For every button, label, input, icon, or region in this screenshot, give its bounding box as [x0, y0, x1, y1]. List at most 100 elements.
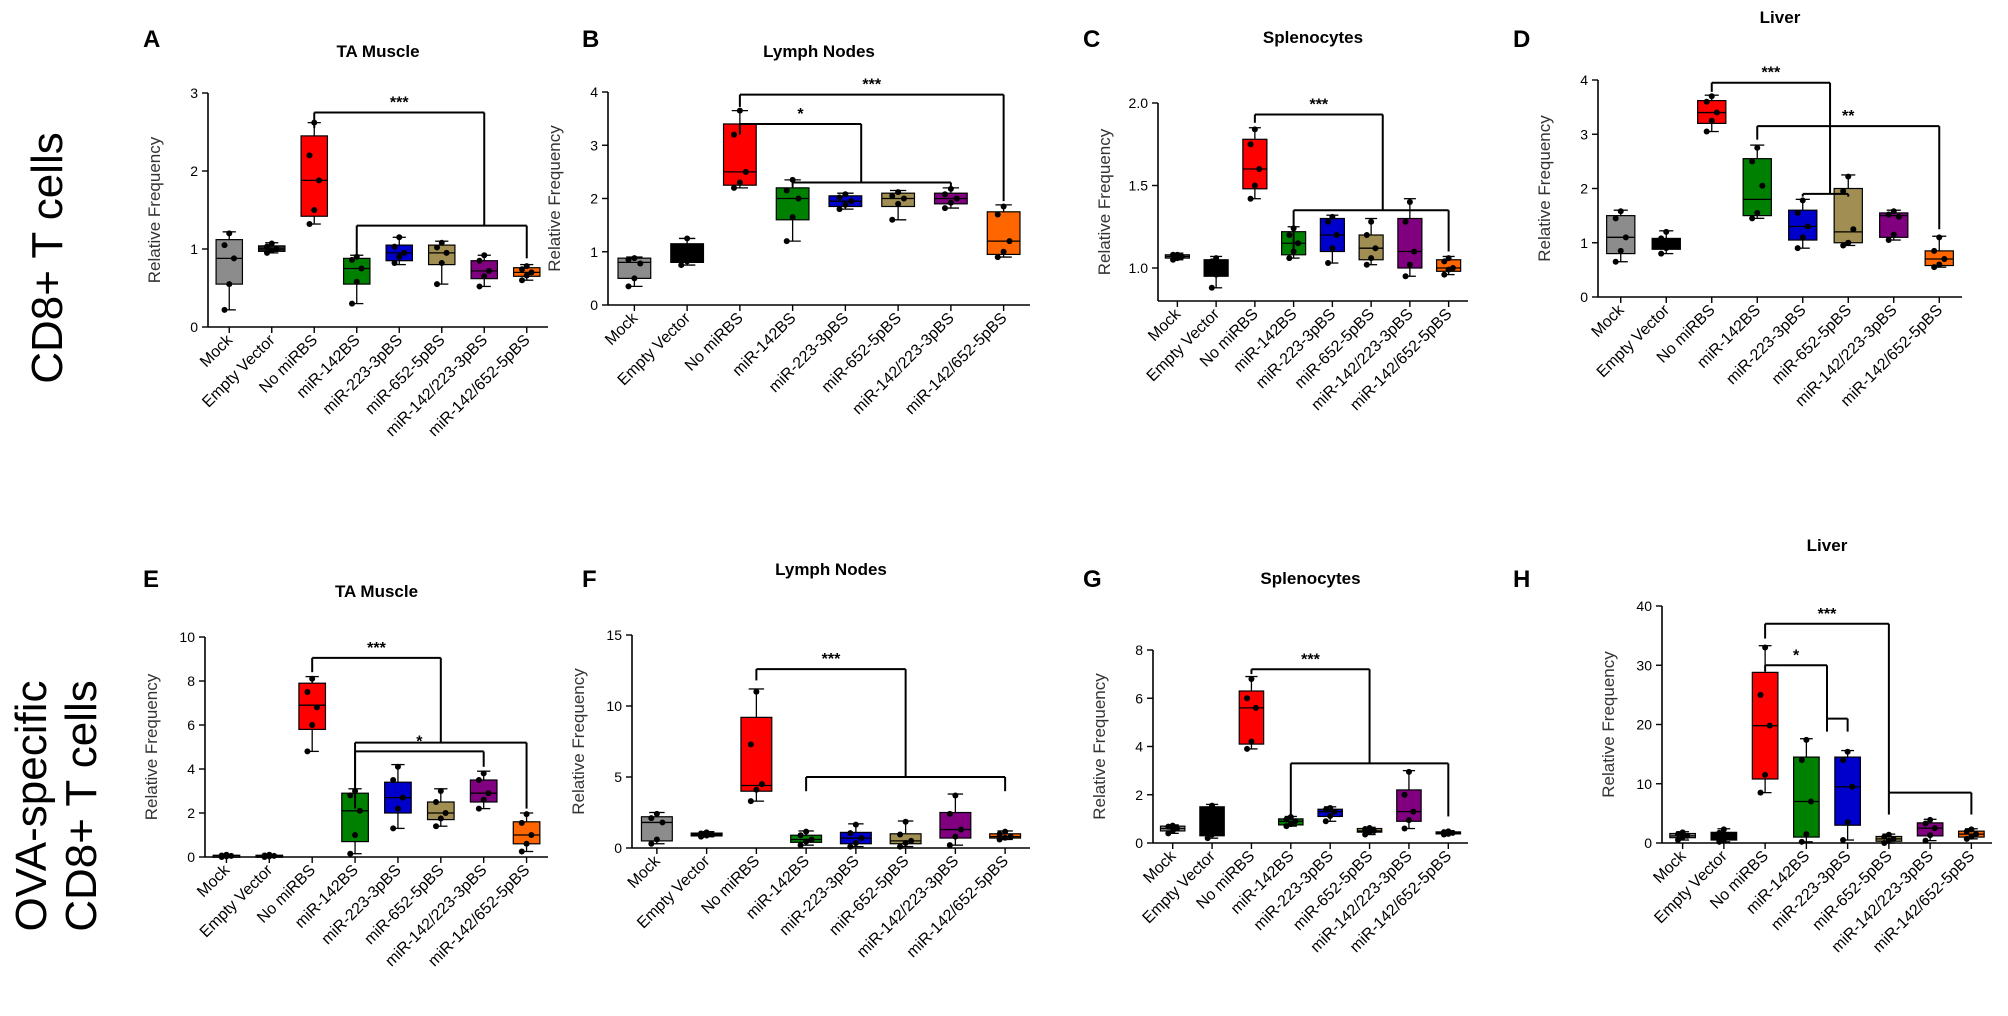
box-empty-vector — [690, 829, 723, 840]
data-point — [1725, 834, 1732, 841]
y-tick-label: 0 — [590, 297, 598, 313]
box-mir-142-223-3pbs — [933, 185, 968, 212]
panel-title: Lymph Nodes — [775, 560, 887, 579]
data-point — [1445, 255, 1452, 262]
data-point — [1366, 825, 1373, 832]
significance-label: *** — [862, 77, 881, 94]
data-point — [1922, 837, 1929, 844]
data-point — [1807, 798, 1814, 805]
data-point — [1209, 831, 1216, 838]
data-point — [528, 832, 535, 838]
data-point — [1675, 837, 1682, 844]
data-point — [1679, 829, 1686, 836]
data-point — [271, 852, 278, 859]
panel-letter: A — [143, 26, 160, 53]
data-point — [1757, 691, 1764, 698]
data-point — [1213, 271, 1220, 278]
data-point — [1612, 215, 1619, 222]
data-point — [653, 810, 660, 817]
data-point — [852, 821, 859, 828]
panel-letter: H — [1513, 566, 1530, 593]
box-mir-142-223-3pbs — [1396, 768, 1422, 832]
data-point — [1754, 209, 1761, 216]
data-point — [703, 829, 710, 836]
data-point — [1968, 826, 1975, 833]
data-point — [218, 852, 225, 859]
data-point — [996, 831, 1003, 838]
data-point — [836, 206, 843, 213]
box-mir-652-5pbs — [1358, 217, 1384, 268]
x-tick-label: Mock — [602, 309, 642, 349]
box-iqr — [215, 239, 244, 285]
data-point — [684, 258, 691, 265]
data-point — [1368, 255, 1375, 262]
box-mir-142-223-3pbs — [469, 770, 498, 812]
y-tick-label: 8 — [187, 673, 195, 689]
box-iqr — [617, 257, 652, 279]
data-point — [1208, 258, 1215, 265]
data-point — [1708, 117, 1715, 124]
significance-label: * — [1793, 647, 1800, 664]
box-iqr — [1834, 756, 1862, 826]
data-point — [730, 131, 737, 138]
data-point — [481, 252, 488, 259]
box-no-mirbs — [1238, 675, 1265, 752]
box-empty-vector — [1199, 802, 1225, 842]
data-point — [947, 199, 954, 206]
data-point — [228, 852, 235, 859]
data-point — [1759, 182, 1766, 189]
data-point — [625, 256, 632, 263]
data-point — [1002, 834, 1009, 841]
data-point — [783, 187, 790, 194]
box-mock — [215, 230, 244, 313]
data-point — [523, 811, 530, 818]
data-point — [1794, 245, 1801, 252]
data-point — [315, 177, 322, 184]
data-point — [1850, 226, 1857, 233]
y-tick-label: 1 — [1580, 235, 1588, 251]
data-point — [480, 796, 487, 803]
box-iqr — [1742, 158, 1772, 217]
y-axis-label: Relative Frequency — [1090, 673, 1109, 820]
data-point — [1247, 141, 1254, 148]
data-point — [1256, 166, 1263, 172]
y-tick-label: 2.0 — [1129, 95, 1149, 111]
data-point — [1927, 816, 1934, 823]
data-point — [1927, 832, 1934, 839]
box-empty-vector — [1651, 228, 1681, 257]
data-point — [304, 689, 311, 695]
box-mir-142bs — [342, 253, 371, 307]
data-point — [1941, 256, 1948, 263]
y-tick-label: 1.0 — [1129, 260, 1149, 276]
data-point — [848, 198, 855, 205]
box-mir-142-223-3pbs — [939, 792, 972, 849]
box-mir-142bs — [1742, 144, 1772, 222]
data-point — [390, 825, 397, 832]
box-mir-142-652-5pbs — [512, 811, 541, 855]
data-point — [808, 836, 815, 843]
data-point — [1204, 835, 1211, 842]
box-empty-vector — [255, 851, 284, 860]
data-point — [783, 238, 790, 245]
data-point — [1663, 228, 1670, 235]
box-no-mirbs — [300, 119, 329, 228]
data-point — [1441, 271, 1448, 278]
box-mir-142-652-5pbs — [986, 203, 1021, 261]
data-point — [1936, 234, 1943, 241]
box-mock — [617, 255, 652, 290]
data-point — [653, 836, 660, 843]
data-point — [1881, 833, 1888, 840]
box-mir-142-223-3pbs — [470, 252, 499, 290]
data-point — [631, 255, 638, 262]
y-tick-label: 0 — [1644, 835, 1652, 851]
box-mir-652-5pbs — [1875, 831, 1903, 846]
data-point — [221, 242, 228, 249]
data-point — [475, 805, 482, 812]
data-point — [852, 840, 859, 847]
box-mir-142-652-5pbs — [1957, 826, 1985, 842]
panel-title: Liver — [1807, 536, 1848, 555]
panel-letter: C — [1083, 26, 1100, 53]
